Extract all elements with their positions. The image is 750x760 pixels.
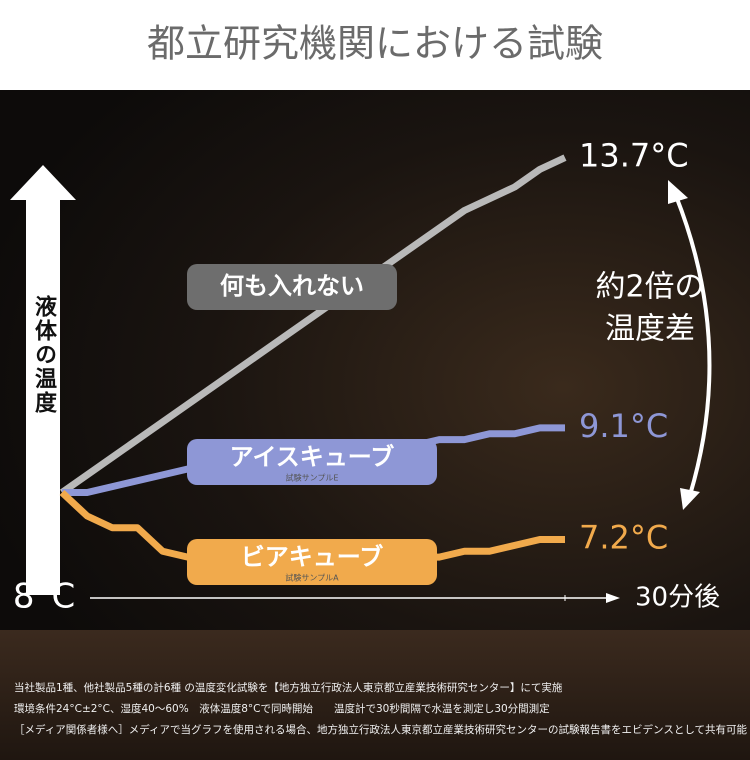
value-label: 7.2°C xyxy=(579,519,668,557)
x-tick-label: 30分後 xyxy=(635,583,720,613)
footnote: ［メディア関係者様へ］メディアで当グラフを使用される場合、地方独立行政法人東京都… xyxy=(14,723,748,736)
x-arrow-head xyxy=(606,593,620,603)
legend-pill xyxy=(187,539,437,585)
diff-arrow xyxy=(674,195,712,496)
diff-arrow-head xyxy=(680,488,700,510)
legend-pill xyxy=(187,439,437,485)
footnote: 当社製品1種、他社製品5種の計6種 の温度変化試験を【地方独立行政法人東京都立産… xyxy=(14,681,563,694)
legend-label: 何も入れない xyxy=(220,272,364,300)
footnotes: 当社製品1種、他社製品5種の計6種 の温度変化試験を【地方独立行政法人東京都立産… xyxy=(14,681,748,736)
legend-label: ビアキューブ xyxy=(241,543,384,571)
footnote: 環境条件24°C±2°C、湿度40～60% 液体温度8°Cで同時開始 温度計で3… xyxy=(14,702,550,715)
table-bg xyxy=(0,630,750,760)
y-axis-label: 液体の温度 xyxy=(31,294,57,415)
value-label: 13.7°C xyxy=(579,137,689,175)
diff-arrow-head xyxy=(668,180,688,204)
annotation: 約2倍の xyxy=(595,270,704,305)
value-label: 9.1°C xyxy=(579,407,668,445)
legend-pill xyxy=(187,264,397,310)
annotation: 温度差 xyxy=(605,312,695,347)
y-arrow xyxy=(10,165,76,595)
y-tick-label: 8°C xyxy=(13,577,75,617)
chart-title: 都立研究機関における試験 xyxy=(147,22,603,66)
legend-label: アイスキューブ xyxy=(230,443,395,471)
header-bg xyxy=(0,0,750,90)
legend-sample: 試験サンプルA xyxy=(285,573,339,583)
series-line xyxy=(59,154,567,496)
legend-sample: 試験サンプルE xyxy=(286,473,339,483)
